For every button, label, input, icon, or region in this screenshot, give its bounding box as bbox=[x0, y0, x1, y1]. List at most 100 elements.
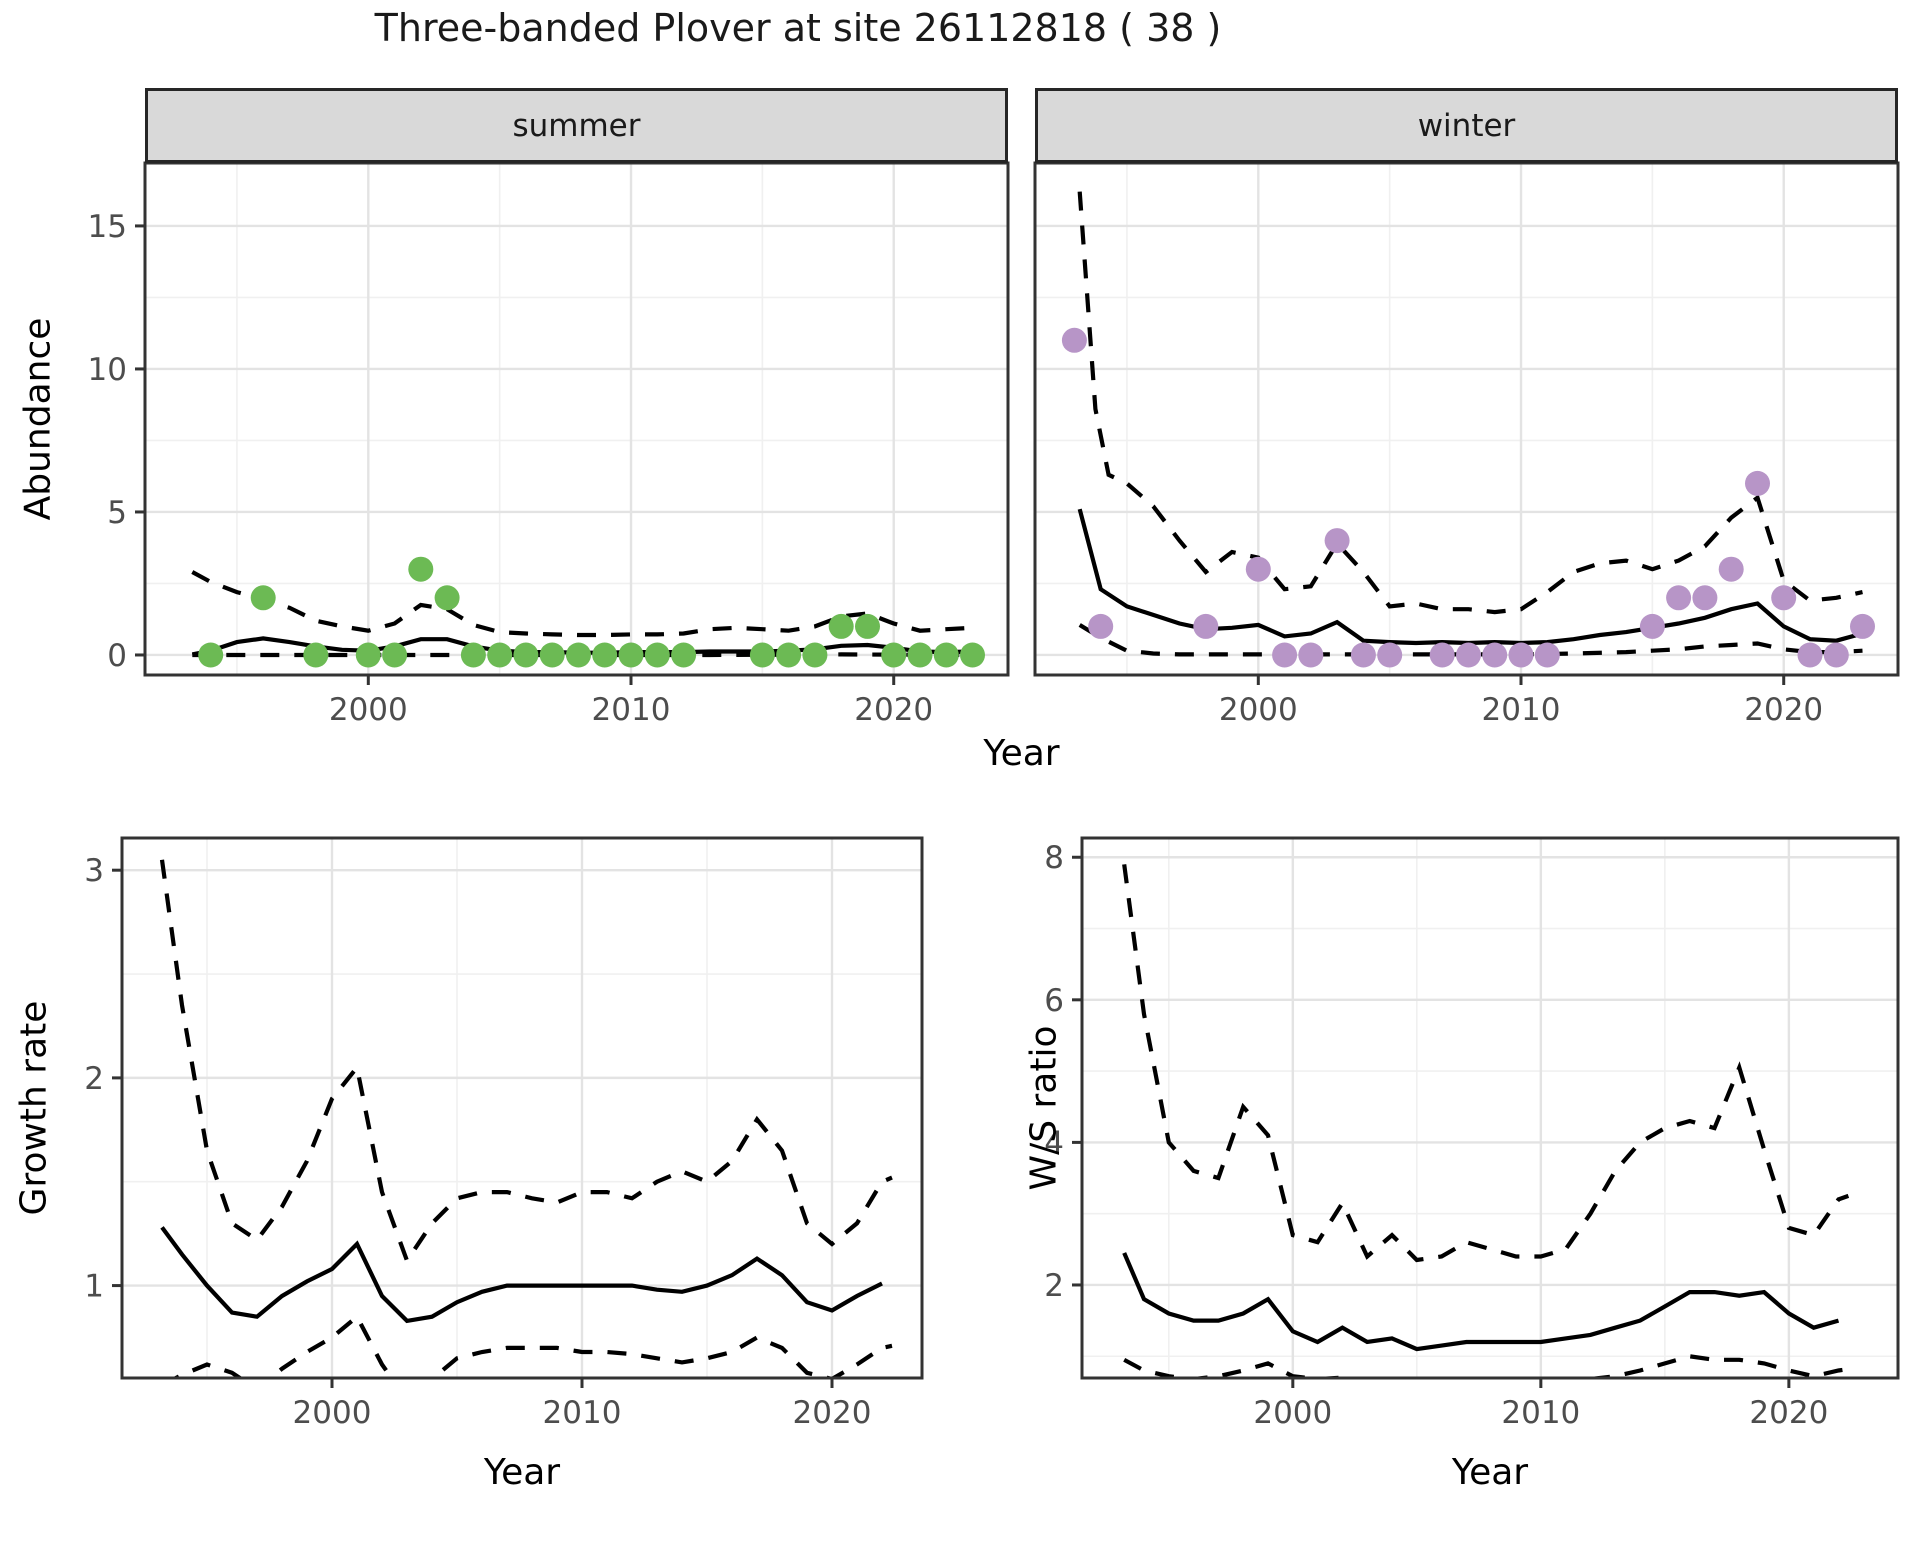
abundance_winter-lower_ci-line bbox=[1078, 623, 1863, 657]
abundance_summer-data-point bbox=[513, 642, 539, 668]
abundance_summer-data-point bbox=[460, 642, 486, 668]
ws_ratio-y-tick-label: 8 bbox=[1044, 840, 1064, 876]
abundance_summer-y-tick-label: 5 bbox=[107, 495, 127, 531]
abundance_winter-data-point bbox=[1823, 642, 1849, 668]
abundance_summer-data-point bbox=[434, 585, 460, 611]
abundance_summer-data-point bbox=[828, 613, 854, 639]
abundance_summer-data-point bbox=[487, 642, 513, 668]
abundance_winter-data-point bbox=[1245, 556, 1271, 582]
ws_ratio-lower_ci-line bbox=[1123, 1354, 1849, 1378]
abundance_summer-data-point bbox=[408, 556, 434, 582]
abundance_summer-x-tick-label: 2000 bbox=[329, 692, 408, 728]
chart-title: Three-banded Plover at site 26112818 ( 3… bbox=[374, 6, 1222, 50]
facet-strip-summer-label: summer bbox=[512, 107, 641, 144]
ws_ratio-panel-border bbox=[1080, 836, 1900, 1380]
growth_rate-panel-background bbox=[122, 838, 922, 1378]
x-axis-title-year-top: Year bbox=[983, 733, 1060, 774]
facet-strip-winter: winter bbox=[1035, 88, 1898, 163]
abundance_summer-x-tick-label: 2010 bbox=[592, 692, 671, 728]
abundance_summer-y-tick-label: 15 bbox=[88, 209, 127, 245]
abundance_winter-data-point bbox=[1482, 642, 1508, 668]
abundance_winter-data-point bbox=[1456, 642, 1481, 668]
abundance_winter-data-point bbox=[1850, 613, 1875, 639]
abundance_winter-data-point bbox=[1088, 613, 1114, 639]
facet-strip-summer: summer bbox=[145, 88, 1008, 163]
abundance_summer-data-point bbox=[592, 642, 618, 668]
abundance_summer-data-point bbox=[382, 642, 408, 668]
growth_rate-mean-line bbox=[160, 1226, 883, 1324]
ws_ratio-upper_ci-line bbox=[1122, 864, 1850, 1263]
growth_rate-y-tick-label: 2 bbox=[84, 1061, 104, 1097]
growth_rate-upper_ci-line bbox=[159, 859, 893, 1266]
abundance_summer-data-point bbox=[776, 642, 802, 668]
abundance_winter-data-point bbox=[1272, 642, 1298, 668]
abundance_winter-data-point bbox=[1508, 642, 1534, 668]
growth_rate-y-tick-label: 3 bbox=[84, 853, 104, 889]
abundance_summer-data-point bbox=[303, 642, 329, 668]
abundance_summer-data-point bbox=[933, 642, 959, 668]
growth_rate-y-tick-label: 1 bbox=[84, 1269, 104, 1305]
abundance_winter-x-tick-label: 2020 bbox=[1744, 692, 1823, 728]
abundance_winter-upper_ci-line bbox=[1077, 191, 1863, 615]
abundance_winter-data-point bbox=[1692, 585, 1718, 611]
abundance_winter-x-tick-label: 2010 bbox=[1482, 692, 1561, 728]
abundance_summer-x-tick-label: 2020 bbox=[854, 692, 933, 728]
abundance_winter-panel-border bbox=[1033, 161, 1900, 677]
y-axis-title-abundance: Abundance bbox=[17, 317, 59, 521]
abundance_winter-data-point bbox=[1745, 470, 1770, 496]
abundance_summer-data-point bbox=[855, 613, 880, 639]
abundance_summer-data-point bbox=[618, 642, 644, 668]
growth_rate-lower_ci-line bbox=[171, 1313, 893, 1378]
abundance_winter-data-point bbox=[1718, 556, 1744, 582]
abundance_winter-data-point bbox=[1666, 585, 1692, 611]
abundance_summer-data-point bbox=[749, 642, 775, 668]
growth_rate-x-tick-label: 2010 bbox=[543, 1395, 622, 1431]
y-axis-title-ws-ratio: W/S ratio bbox=[1023, 1025, 1065, 1191]
abundance_winter-data-point bbox=[1639, 613, 1665, 639]
abundance_summer-panel-background bbox=[145, 163, 1008, 675]
ws_ratio-y-tick-label: 2 bbox=[1044, 1268, 1064, 1304]
growth_rate-x-tick-label: 2000 bbox=[293, 1395, 372, 1431]
abundance_summer-upper_ci-line bbox=[191, 570, 973, 638]
abundance_winter-data-point bbox=[1429, 642, 1455, 668]
abundance_summer-data-point bbox=[539, 642, 565, 668]
abundance_winter-data-point bbox=[1324, 528, 1350, 554]
abundance_summer-data-point bbox=[198, 642, 224, 668]
abundance_summer-data-point bbox=[566, 642, 591, 668]
abundance_summer-data-point bbox=[960, 642, 985, 668]
ws_ratio-panel-background bbox=[1082, 838, 1898, 1378]
abundance_winter-data-point bbox=[1377, 642, 1403, 668]
ws_ratio-x-tick-label: 2000 bbox=[1253, 1395, 1332, 1431]
abundance_winter-data-point bbox=[1061, 327, 1087, 353]
abundance_winter-data-point bbox=[1797, 642, 1823, 668]
abundance_summer-data-point bbox=[907, 642, 933, 668]
ws_ratio-mean-line bbox=[1122, 1252, 1840, 1352]
abundance_winter-x-tick-label: 2000 bbox=[1219, 692, 1298, 728]
abundance_summer-data-point bbox=[881, 642, 907, 668]
ws_ratio-x-tick-label: 2010 bbox=[1501, 1395, 1580, 1431]
ws_ratio-y-tick-label: 6 bbox=[1044, 983, 1064, 1019]
growth_rate-x-tick-label: 2020 bbox=[793, 1395, 872, 1431]
abundance_summer-data-point bbox=[802, 642, 828, 668]
abundance_summer-y-tick-label: 10 bbox=[88, 352, 127, 388]
facet-strip-winter-label: winter bbox=[1417, 107, 1516, 144]
abundance_summer-data-point bbox=[250, 585, 276, 611]
ws_ratio-y-tick-label: 4 bbox=[1044, 1125, 1064, 1161]
abundance_summer-data-point bbox=[644, 642, 670, 668]
abundance_winter-data-point bbox=[1534, 642, 1560, 668]
abundance_summer-y-tick-label: 0 bbox=[107, 638, 127, 674]
abundance_winter-data-point bbox=[1298, 642, 1324, 668]
y-axis-title-growth-rate: Growth rate bbox=[13, 1000, 55, 1216]
x-axis-title-year-ws: Year bbox=[1451, 1452, 1529, 1493]
x-axis-title-year-growth: Year bbox=[483, 1452, 561, 1493]
abundance_winter-panel-background bbox=[1035, 163, 1898, 675]
abundance_winter-data-point bbox=[1193, 613, 1219, 639]
abundance_summer-panel-border bbox=[143, 161, 1010, 677]
abundance_winter-data-point bbox=[1771, 585, 1797, 611]
abundance_winter-data-point bbox=[1350, 642, 1376, 668]
abundance_summer-data-point bbox=[355, 642, 381, 668]
ws_ratio-x-tick-label: 2020 bbox=[1749, 1395, 1828, 1431]
growth_rate-panel-border bbox=[120, 836, 924, 1380]
